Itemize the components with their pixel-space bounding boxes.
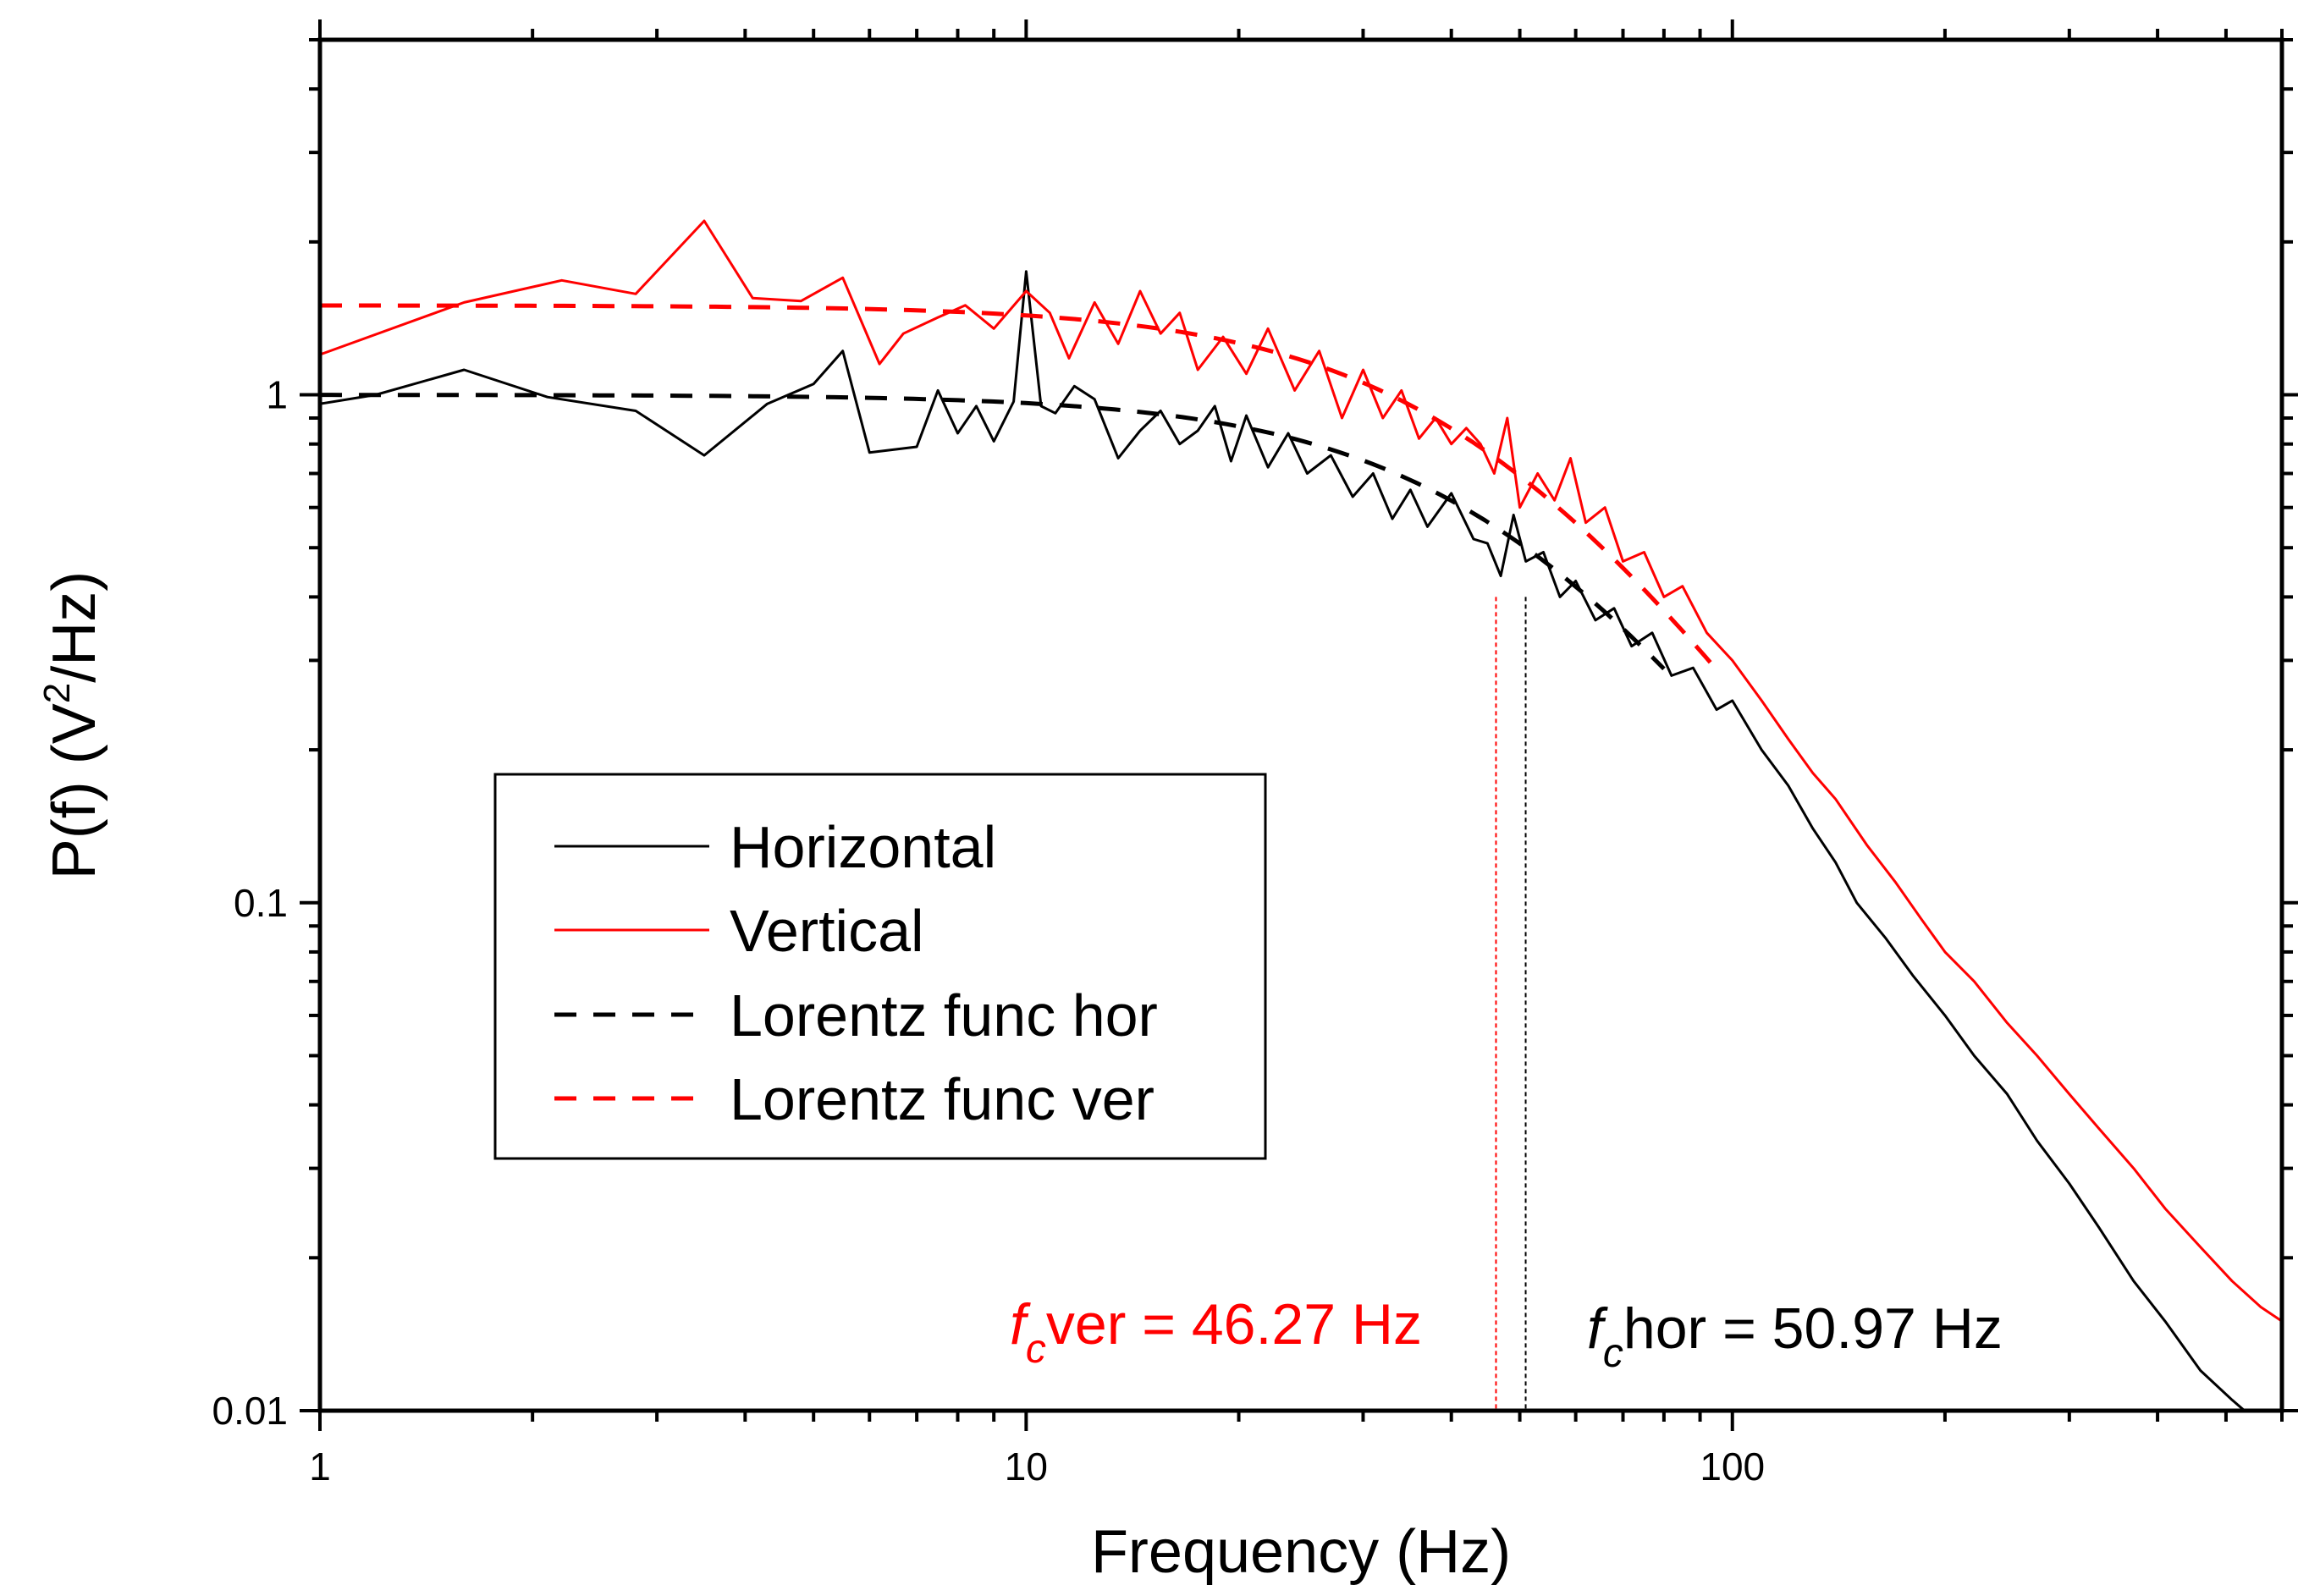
fc-hor-subscript: c: [1603, 1331, 1623, 1376]
fc-hor-text: hor = 50.97 Hz: [1623, 1296, 2003, 1361]
series-vertical: [320, 219, 2282, 1323]
x-axis-title: Frequency (Hz): [1091, 1518, 1511, 1586]
y-axis-title: P(f) (V2/Hz): [36, 571, 108, 879]
plot-frame: [317, 37, 2284, 1413]
series-horizontal: [320, 270, 2247, 1411]
series-lorentz-func-ver: [320, 303, 1718, 672]
y-axis-title-suffix: /Hz): [41, 571, 108, 683]
y-axis-title-prefix: P(f) (V: [41, 703, 108, 879]
legend-label-vertical: Vertical: [730, 898, 924, 964]
y-tick-label-0-1: 0.1: [234, 881, 288, 925]
y-axis-title-sup: 2: [36, 683, 78, 703]
legend-box: [493, 773, 1267, 1160]
legend: Horizontal Vertical Lorentz func hor Lor…: [493, 773, 1267, 1160]
legend-label-horizontal: Horizontal: [730, 814, 996, 880]
fc-ver-text: ver = 46.27 Hz: [1046, 1292, 1422, 1357]
cutoff-lines: [1495, 597, 1527, 1411]
axis-ticks: 1 10 100 0.01 0.1 1: [212, 19, 2298, 1489]
fc-hor-annotation: fchor = 50.97 Hz: [1587, 1296, 2003, 1376]
series-lorentz-func-hor: [320, 393, 1666, 671]
legend-label-lorentz-ver: Lorentz func ver: [730, 1066, 1155, 1132]
x-tick-label-100: 100: [1700, 1445, 1765, 1489]
y-tick-label-1: 1: [266, 373, 288, 417]
fc-ver-subscript: c: [1026, 1327, 1046, 1372]
x-tick-label-10: 10: [1005, 1445, 1048, 1489]
y-tick-label-0-01: 0.01: [212, 1389, 288, 1433]
x-tick-label-1: 1: [309, 1445, 331, 1489]
series-layer: [320, 219, 2282, 1411]
legend-label-lorentz-hor: Lorentz func hor: [730, 982, 1158, 1048]
fc-ver-annotation: fcver = 46.27 Hz: [1010, 1292, 1422, 1372]
